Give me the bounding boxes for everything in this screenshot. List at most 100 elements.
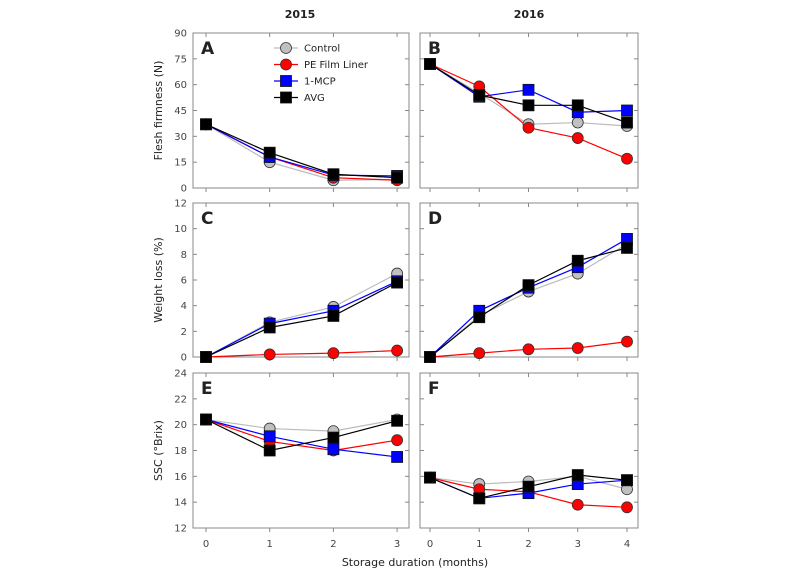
data-point (200, 118, 212, 131)
data-point (263, 348, 276, 361)
y-tick-label: 12 (174, 524, 187, 535)
legend-marker (280, 91, 292, 104)
data-point (263, 430, 276, 443)
series-line (429, 243, 628, 358)
y-tick-label: 14 (174, 498, 187, 509)
series-line (205, 418, 398, 452)
series-line (205, 123, 398, 177)
x-tick-label: 1 (267, 539, 273, 550)
data-point (522, 121, 535, 134)
data-point (263, 146, 276, 159)
panel-D: D (419, 202, 639, 363)
data-point (522, 343, 535, 356)
legend-label: AVG (304, 93, 325, 104)
legend-marker (280, 58, 292, 71)
data-point (621, 242, 633, 254)
panel-label: A (201, 39, 215, 59)
y-axis-label: Weight loss (%) (152, 237, 165, 323)
data-point (424, 351, 436, 363)
y-tick-label: 16 (174, 472, 187, 483)
data-point (621, 116, 633, 129)
series-line (205, 418, 398, 458)
panel-label: F (428, 379, 440, 399)
y-tick-label: 75 (174, 54, 187, 65)
series-line (205, 282, 398, 358)
y-tick-label: 4 (181, 301, 187, 312)
y-axis-label: SSC (°Brix) (152, 420, 165, 481)
data-point (571, 254, 584, 267)
y-tick-label: 24 (174, 369, 187, 380)
data-point (424, 471, 436, 484)
y-tick-label: 12 (174, 199, 187, 210)
x-tick-label: 3 (394, 539, 400, 550)
y-tick-label: 90 (174, 29, 187, 40)
panel-frame (192, 202, 410, 358)
x-axis-label: Storage duration (months) (342, 556, 488, 569)
data-point (621, 152, 633, 165)
x-tick-label: 3 (575, 539, 581, 550)
data-point (473, 311, 486, 324)
legend-label: 1-MCP (304, 77, 336, 88)
series-line (205, 123, 398, 181)
series-line (205, 418, 398, 432)
data-point (621, 501, 633, 514)
data-point (391, 344, 404, 357)
series-line (205, 280, 398, 358)
y-tick-label: 0 (181, 353, 187, 364)
data-point (473, 347, 486, 360)
legend-marker (280, 42, 292, 54)
column-title-2016: 2016 (514, 8, 545, 21)
data-point (621, 104, 633, 117)
y-tick-label: 2 (181, 327, 187, 338)
data-point (473, 89, 486, 101)
series-line (205, 418, 398, 452)
data-point (571, 469, 584, 481)
data-point (263, 321, 276, 334)
legend: Control PE Film Liner 1-MCP AVG (274, 42, 369, 104)
data-point (522, 480, 535, 493)
data-point (327, 443, 340, 456)
data-point (424, 58, 436, 70)
y-tick-label: 10 (174, 224, 187, 235)
x-tick-label: 2 (525, 539, 531, 550)
panel-label: C (201, 209, 213, 229)
y-axis-label: Flesh firmness (N) (152, 61, 165, 161)
panel-F: 0 1 2 3 4 F (419, 372, 639, 550)
x-tick-label: 0 (427, 539, 433, 550)
panel-frame (192, 372, 410, 529)
data-point (571, 99, 584, 112)
y-tick-label: 0 (181, 184, 187, 195)
legend-label: Control (304, 44, 340, 55)
data-point (522, 279, 535, 292)
series-line (205, 123, 398, 179)
data-point (391, 276, 404, 289)
y-tick-label: 8 (181, 250, 187, 261)
series-line (205, 123, 398, 181)
panel-C: 0 2 4 6 8 10 12 C Weight loss (%) (152, 199, 410, 364)
data-point (200, 351, 212, 363)
series-line (429, 247, 628, 358)
data-point (391, 451, 404, 463)
column-title-2015: 2015 (285, 8, 316, 21)
x-tick-label: 2 (330, 539, 336, 550)
data-point (522, 83, 535, 96)
data-point (327, 347, 340, 360)
data-point (327, 168, 340, 181)
y-tick-label: 18 (174, 446, 187, 457)
data-point (571, 132, 584, 144)
y-tick-label: 22 (174, 394, 187, 405)
data-point (571, 342, 584, 354)
y-tick-label: 6 (181, 276, 187, 287)
y-tick-label: 30 (174, 132, 187, 143)
y-tick-label: 15 (174, 158, 187, 169)
panel-frame (192, 32, 410, 189)
panel-B: B (419, 32, 639, 192)
legend-label: PE Film Liner (304, 60, 369, 71)
data-point (621, 474, 633, 487)
data-point (571, 116, 584, 129)
data-point (473, 492, 486, 505)
data-point (571, 498, 584, 511)
series-line (205, 273, 398, 358)
